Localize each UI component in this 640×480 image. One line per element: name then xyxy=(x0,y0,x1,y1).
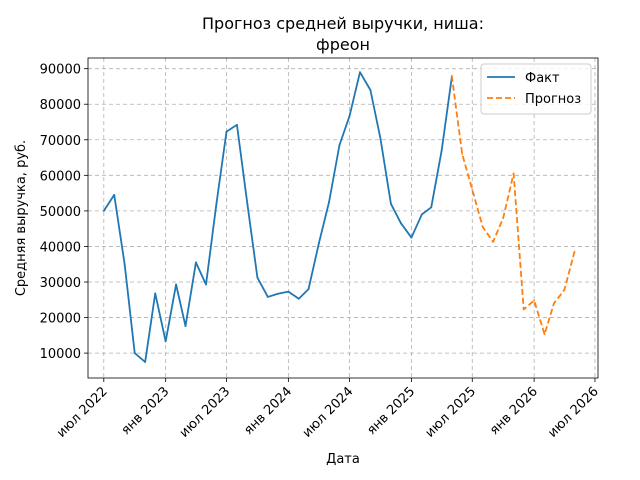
data-point xyxy=(307,288,310,291)
data-point xyxy=(318,241,320,244)
data-point xyxy=(246,202,249,205)
data-point xyxy=(154,292,157,295)
y-tick-label: 30000 xyxy=(40,276,81,291)
y-tick-label: 10000 xyxy=(40,347,81,362)
data-point xyxy=(164,340,167,343)
data-point xyxy=(184,325,187,327)
data-point xyxy=(543,333,546,336)
y-axis-label: Средняя выручка, руб. xyxy=(14,140,29,296)
y-tick-label: 20000 xyxy=(40,312,81,327)
data-point xyxy=(287,290,290,293)
data-point xyxy=(297,297,300,300)
grid xyxy=(88,58,598,378)
y-tick-label: 40000 xyxy=(40,240,81,255)
data-point xyxy=(102,209,105,212)
data-point xyxy=(113,193,116,196)
data-point xyxy=(481,225,484,228)
data-point xyxy=(328,201,330,203)
data-point xyxy=(400,222,402,225)
data-point xyxy=(123,263,126,266)
data-point xyxy=(492,240,495,243)
data-point xyxy=(144,361,147,363)
y-tick-label: 60000 xyxy=(40,169,81,184)
chart-title-line2: фреон xyxy=(316,35,370,54)
data-point xyxy=(440,149,443,152)
data-point xyxy=(379,137,382,140)
data-point xyxy=(236,123,238,126)
data-point xyxy=(573,250,576,253)
plot-frame xyxy=(87,57,599,379)
x-axis-label: Дата xyxy=(326,452,360,467)
data-point xyxy=(461,153,464,155)
data-point xyxy=(225,130,228,133)
data-point xyxy=(348,115,351,117)
data-point xyxy=(553,302,555,305)
legend-label-forecast: Прогноз xyxy=(525,92,581,107)
data-point xyxy=(369,89,372,91)
y-ticks: 10000 20000 30000 40000 50000 60000 70000 80000… xyxy=(40,63,88,362)
data-point xyxy=(533,299,536,302)
legend: Факт Прогноз xyxy=(480,63,592,115)
data-point xyxy=(277,292,279,295)
data-point xyxy=(430,206,433,209)
data-point xyxy=(256,276,259,279)
data-point xyxy=(175,283,177,286)
y-tick-label: 70000 xyxy=(40,134,81,149)
data-point xyxy=(522,308,525,311)
y-tick-label: 80000 xyxy=(40,98,81,113)
data-point xyxy=(205,283,207,286)
data-point xyxy=(359,71,361,74)
data-point xyxy=(195,261,197,264)
data-point xyxy=(563,288,566,291)
data-point xyxy=(471,188,474,191)
data-point xyxy=(390,202,392,205)
data-point xyxy=(133,352,136,355)
chart-title-line1: Прогноз средней выручки, ниша: xyxy=(202,14,484,33)
y-tick-label: 50000 xyxy=(40,205,81,220)
data-point xyxy=(420,213,423,216)
data-point xyxy=(338,144,341,147)
data-point xyxy=(215,202,218,205)
data-point xyxy=(410,236,413,239)
data-point xyxy=(502,217,505,219)
series-lines xyxy=(102,71,576,363)
data-point xyxy=(266,296,269,298)
legend-label-fact: Факт xyxy=(525,71,560,86)
data-point xyxy=(512,172,515,175)
y-tick-label: 90000 xyxy=(40,63,81,78)
data-point xyxy=(450,74,453,77)
